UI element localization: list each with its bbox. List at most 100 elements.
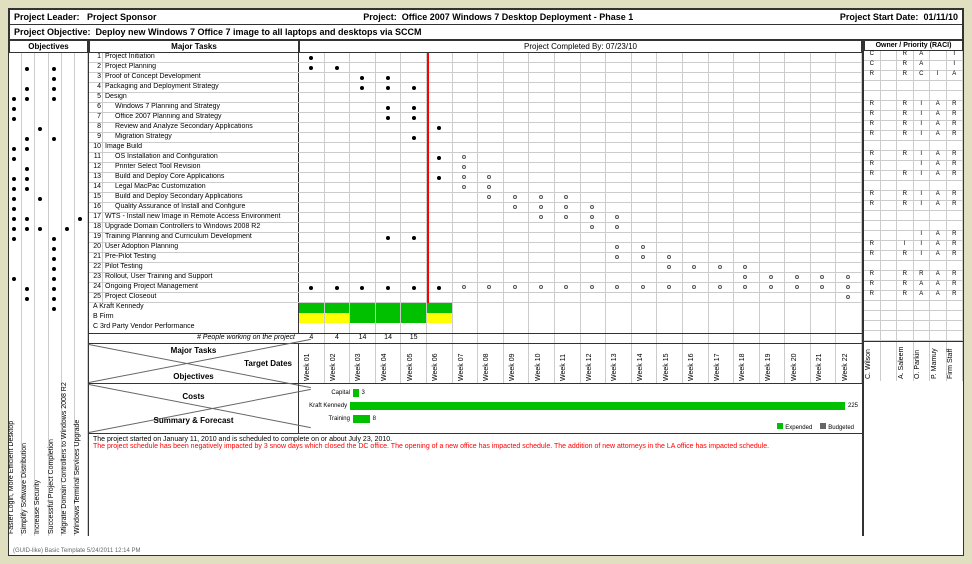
resource-cell [401,303,427,313]
task-name: Training Planning and Curriculum Develop… [103,233,299,242]
task-dot-filled [412,286,416,290]
gantt-cell [709,233,735,242]
gantt-cell [376,203,402,212]
raci-owner-cell [881,342,898,381]
task-dot-filled [386,106,390,110]
gantt-cell [504,203,530,212]
header-row-1: Project Leader: Project Sponsor Project:… [9,9,963,25]
gantt-cell [401,243,427,252]
gantt-cell [350,163,376,172]
raci-cell: R [897,61,914,70]
gantt-cell [709,163,735,172]
task-dot-open [615,255,619,259]
task-dot-filled [437,286,441,290]
resource-cell [555,313,581,323]
resource-cell [836,313,862,323]
gantt-cell [606,63,632,72]
gantt-cell [376,283,402,292]
task-name: Office 2007 Planning and Strategy [103,113,299,122]
raci-spacer [864,311,963,321]
gantt-cell [401,133,427,142]
task-dot-filled [437,156,441,160]
gantt-cell [325,123,351,132]
raci-cell: R [864,101,881,110]
task-dot-open [641,255,645,259]
people-count [632,334,658,343]
legend-swatch [777,423,783,429]
raci-cell: R [947,131,964,140]
task-row: 14Legal MacPac Customization [89,183,862,193]
project-title: Project: Office 2007 Windows 7 Desktop D… [363,12,633,22]
gantt-cell [325,203,351,212]
gantt-cell [529,253,555,262]
task-dot-open [564,285,568,289]
resource-cell [350,313,376,323]
task-dot-filled [309,66,313,70]
gantt-cell [734,223,760,232]
gantt-cell [581,263,607,272]
gantt-cell [760,93,786,102]
gantt-cell [734,123,760,132]
gantt-cell [785,143,811,152]
raci-row: RRIAR [864,151,963,161]
gantt-cell [581,113,607,122]
task-row: 5Design [89,93,862,103]
gantt-cell [632,83,658,92]
gantt-cell [401,53,427,62]
task-dot-open [513,285,517,289]
gantt-cell [504,133,530,142]
task-name: Project Closeout [103,293,299,302]
task-row: 19Training Planning and Curriculum Devel… [89,233,862,243]
objective-column: Simplify Software Distribution [22,53,35,536]
gantt-cell [555,283,581,292]
gantt-cell [453,173,479,182]
gantt-cell [683,63,709,72]
raci-row [864,91,963,101]
raci-cell [947,81,964,90]
gantt-cell [836,183,862,192]
resource-cell [581,323,607,333]
raci-cell: R [914,271,931,280]
gantt-cell [401,203,427,212]
gantt-cell [401,143,427,152]
gantt-cell [606,123,632,132]
task-dot-filled [309,56,313,60]
resource-name: B Firm [89,313,299,323]
task-number: 16 [89,203,103,212]
gantt-cell [760,263,786,272]
resource-cell [555,303,581,313]
gantt-cells [299,223,862,232]
gantt-cell [453,63,479,72]
raci-row [864,261,963,271]
resource-row: C 3rd Party Vendor Performance [89,323,862,333]
gantt-cell [683,273,709,282]
people-count [453,334,479,343]
gantt-cell [478,293,504,302]
task-name: Rollout, User Training and Support [103,273,299,282]
task-name: Project Planning [103,63,299,72]
week-label: Week 12 [586,354,593,382]
gantt-cell [734,63,760,72]
gantt-cell [785,93,811,102]
raci-cell [947,181,964,190]
gantt-cell [325,273,351,282]
gantt-cell [811,133,837,142]
gantt-cell [299,243,325,252]
gantt-cell [683,263,709,272]
gantt-cell [504,143,530,152]
gantt-cell [709,93,735,102]
gantt-cell [427,113,453,122]
gantt-cell [555,233,581,242]
gantt-cells [299,113,862,122]
gantt-cell [632,53,658,62]
gantt-cell [811,163,837,172]
gantt-cell [760,153,786,162]
objective-dot [12,217,16,221]
gantt-cell [299,53,325,62]
objective-column: Increase Security [35,53,48,536]
task-number: 22 [89,263,103,272]
gantt-cell [427,233,453,242]
gantt-cell [427,63,453,72]
objective-dot [38,197,42,201]
resource-cell [606,323,632,333]
